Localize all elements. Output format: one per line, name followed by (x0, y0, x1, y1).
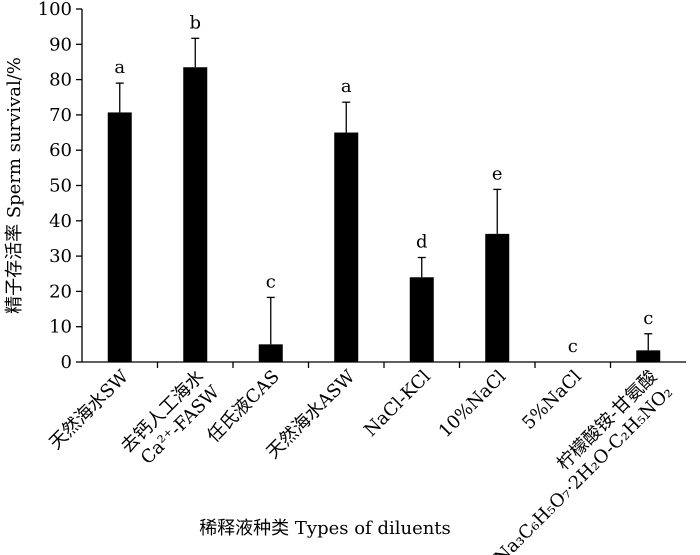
y-tick-label: 10 (49, 317, 72, 338)
y-tick-label: 80 (49, 70, 72, 91)
bar (183, 67, 208, 363)
significance-label: e (492, 163, 503, 184)
bar (409, 277, 434, 362)
y-tick-label: 30 (49, 246, 72, 267)
bar (258, 344, 283, 362)
bar (636, 350, 661, 362)
y-tick-label: 20 (49, 281, 72, 302)
x-axis-label: 稀释液种类 Types of diluents (199, 518, 451, 539)
y-tick-label: 60 (49, 140, 72, 161)
category-label-line: Na₃C₆H₅O₇·2H₂O-C₂H₅NO₂ (490, 382, 677, 555)
significance-label: c (643, 308, 653, 329)
bar (334, 132, 359, 362)
y-tick-label: 90 (49, 34, 72, 55)
bar (107, 112, 132, 362)
category-label-line: 10%NaCl (435, 366, 511, 442)
significance-label: c (568, 336, 578, 357)
significance-label: c (266, 271, 276, 292)
category-label-line: NaCl-KCl (360, 366, 435, 441)
y-tick-label: 0 (61, 352, 72, 373)
category-label-line: 5%NaCl (518, 366, 586, 434)
category-label: 10%NaCl (435, 366, 511, 442)
significance-label: b (189, 12, 201, 33)
category-label: NaCl-KCl (360, 366, 435, 441)
labels: a天然海水SWb去钙人工海水Ca²⁺-FASWc任氏液CASa天然海水ASWdN… (45, 12, 677, 555)
bar (485, 233, 510, 362)
y-tick-label: 50 (49, 176, 72, 197)
axes: 0 10 20 30 40 50 60 70 80 90 100 (38, 0, 686, 373)
y-tick-label: 40 (49, 211, 72, 232)
y-tick-label: 70 (49, 105, 72, 126)
category-label: 5%NaCl (518, 366, 586, 434)
bars (107, 37, 661, 363)
category-label-line: 任氏液CAS (203, 366, 284, 447)
y-tick-label: 100 (38, 0, 72, 20)
category-label: 任氏液CAS (203, 366, 284, 447)
significance-label: a (114, 57, 125, 78)
significance-label: d (416, 232, 428, 253)
significance-label: a (341, 76, 352, 97)
y-axis-label: 精子存活率 Sperm survival/% (4, 57, 25, 314)
